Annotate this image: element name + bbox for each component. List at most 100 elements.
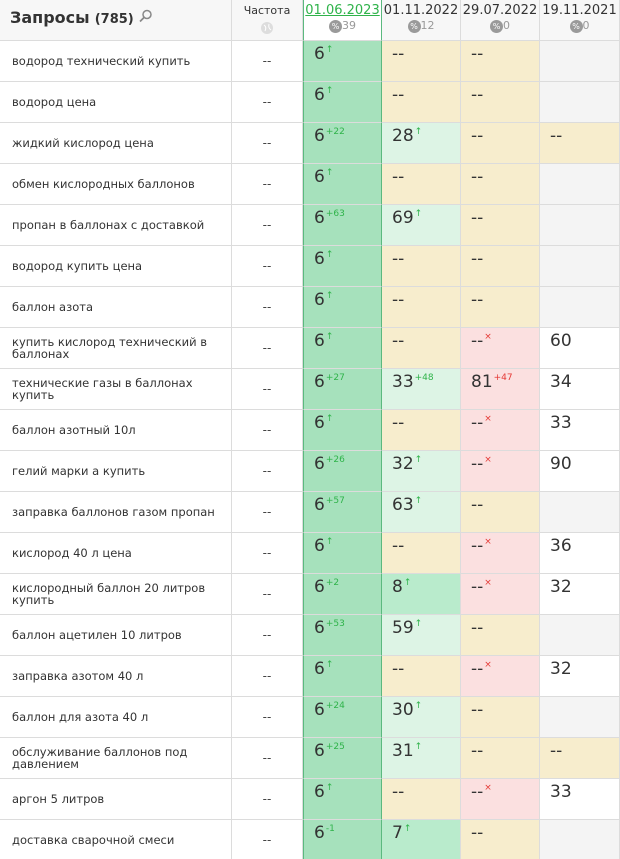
position-value: 31 (392, 741, 414, 761)
position-change: ↑ (414, 127, 423, 138)
query-text: водород цена (12, 95, 97, 109)
position-cell: 28↑ (382, 123, 461, 164)
position-cell: -- (461, 820, 540, 859)
frequency-header: Частота (232, 0, 303, 41)
date-sub: % 0 (461, 19, 539, 34)
query-text: аргон 5 литров (12, 792, 105, 806)
query-cell: гелий марки а купить (0, 451, 232, 492)
position-cell: 7↑ (382, 820, 461, 859)
frequency-text: -- (262, 710, 272, 724)
header-count: (785) (94, 12, 134, 27)
frequency-cell: -- (232, 369, 303, 410)
position-value: -- (392, 331, 405, 351)
frequency-text: -- (262, 833, 272, 847)
search-icon[interactable] (139, 9, 153, 23)
date-label: 29.07.2022 (462, 3, 538, 18)
position-value: -- (392, 536, 405, 556)
position-cell: --× (461, 328, 540, 369)
query-text: заправка азотом 40 л (12, 669, 144, 683)
frequency-cell: -- (232, 205, 303, 246)
position-value: 33 (550, 413, 572, 433)
position-cell: 33+48 (382, 369, 461, 410)
frequency-text: -- (262, 464, 272, 478)
position-cell (540, 615, 620, 656)
position-value: -- (471, 823, 484, 843)
position-cell: 32↑ (382, 451, 461, 492)
position-value: 63 (392, 495, 414, 515)
position-cell: 63↑ (382, 492, 461, 533)
position-change: ↑ (403, 578, 412, 589)
position-value: -- (471, 290, 484, 310)
position-change: +2 (325, 578, 340, 589)
globe-icon (261, 22, 273, 34)
frequency-text: -- (262, 54, 272, 68)
position-change: ↑ (325, 332, 334, 343)
query-cell: баллон азотный 10л (0, 410, 232, 451)
position-change: +25 (325, 742, 345, 753)
position-change: ↑ (414, 496, 423, 507)
position-cell: 6↑ (303, 41, 382, 82)
position-value: 59 (392, 618, 414, 638)
position-cell (540, 164, 620, 205)
position-cell: -- (382, 656, 461, 697)
query-cell: пропан в баллонах с доставкой (0, 205, 232, 246)
position-value: 90 (550, 454, 572, 474)
query-text: купить кислород технический в баллонах (12, 335, 208, 361)
position-cell: 8↑ (382, 574, 461, 615)
date-header: 01.11.2022% 12 (382, 0, 461, 41)
query-cell: баллон для азота 40 л (0, 697, 232, 738)
position-cell: -- (461, 287, 540, 328)
frequency-text: -- (262, 546, 272, 560)
position-value: -- (471, 618, 484, 638)
query-cell: водород цена (0, 82, 232, 123)
position-value: -- (392, 782, 405, 802)
position-cell: --× (461, 656, 540, 697)
position-cell: 6+53 (303, 615, 382, 656)
position-change: ↑ (414, 209, 423, 220)
frequency-cell: -- (232, 533, 303, 574)
query-cell: кислород 40 л цена (0, 533, 232, 574)
position-value: -- (471, 659, 484, 679)
position-cell (540, 205, 620, 246)
frequency-cell: -- (232, 656, 303, 697)
position-change: ↑ (414, 619, 423, 630)
percent-icon: % (407, 20, 421, 33)
position-value: 6 (314, 372, 325, 392)
position-value: 6 (314, 126, 325, 146)
position-change: × (484, 414, 492, 425)
position-value: -- (471, 495, 484, 515)
position-change: ↑ (325, 414, 334, 425)
position-value: 6 (314, 331, 325, 351)
position-cell (540, 492, 620, 533)
position-value: 32 (392, 454, 414, 474)
query-text: пропан в баллонах с доставкой (12, 218, 205, 232)
position-cell: -- (461, 82, 540, 123)
query-text: водород технический купить (12, 54, 191, 68)
frequency-cell: -- (232, 451, 303, 492)
position-value: -- (392, 413, 405, 433)
query-text: технические газы в баллонах купить (12, 376, 193, 402)
position-change: +27 (325, 373, 345, 384)
position-change: ↑ (325, 660, 334, 671)
position-value: 6 (314, 85, 325, 105)
query-cell: купить кислород технический в баллонах (0, 328, 232, 369)
frequency-text: -- (262, 751, 272, 765)
date-header: 29.07.2022% 0 (461, 0, 540, 41)
position-change: ↑ (414, 742, 423, 753)
frequency-text: -- (262, 423, 272, 437)
position-value: -- (392, 290, 405, 310)
position-value: -- (471, 741, 484, 761)
date-label[interactable]: 01.06.2023 (305, 3, 380, 18)
position-cell: 6↑ (303, 533, 382, 574)
position-cell (540, 287, 620, 328)
frequency-label: Частота (243, 4, 291, 17)
position-value: -- (471, 44, 484, 64)
position-cell: -- (382, 779, 461, 820)
position-value: 6 (314, 44, 325, 64)
position-cell: -- (382, 533, 461, 574)
frequency-text: -- (262, 218, 272, 232)
frequency-text: -- (262, 259, 272, 273)
position-change: × (484, 537, 492, 548)
query-text: жидкий кислород цена (12, 136, 154, 150)
position-cell: 33 (540, 779, 620, 820)
